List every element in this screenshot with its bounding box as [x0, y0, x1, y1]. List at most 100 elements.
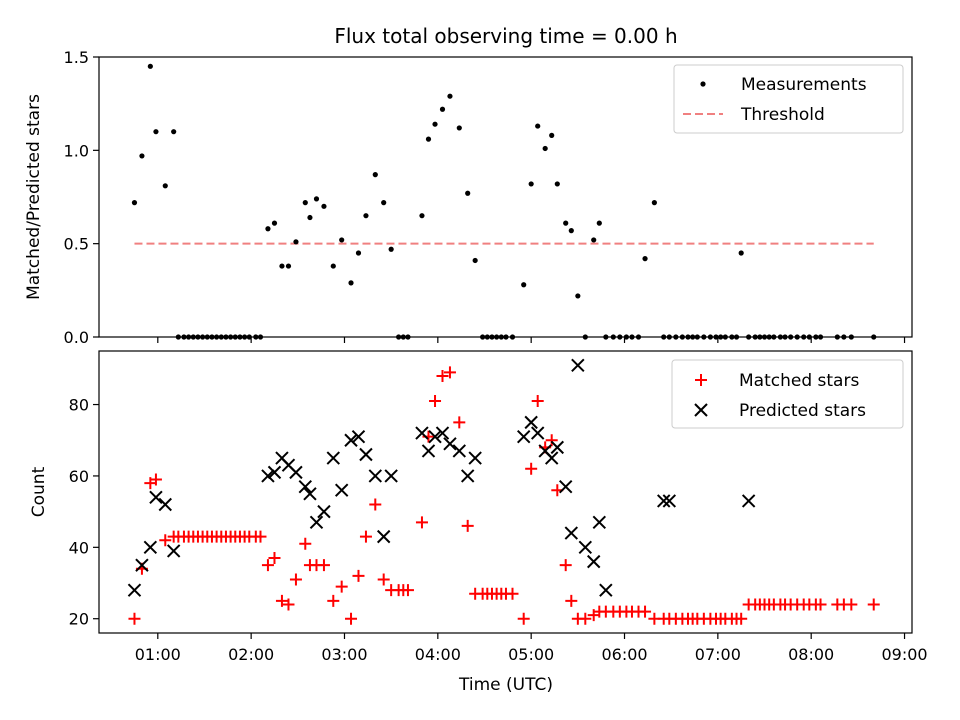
- predicted-star-point: [592, 515, 607, 530]
- measurement-point: [554, 181, 560, 187]
- matched-star-point: [525, 462, 538, 475]
- predicted-star-point: [309, 515, 324, 530]
- bottom-legend: Matched stars Predicted stars: [671, 359, 904, 429]
- measurement-point: [307, 214, 313, 221]
- matched-star-point: [565, 594, 578, 607]
- matched-star-point: [639, 605, 652, 618]
- matched-star-point: [401, 584, 414, 597]
- matched-star-point: [282, 598, 295, 611]
- predicted-star-point: [166, 544, 181, 558]
- measurement-point: [596, 220, 602, 226]
- measurement-point: [456, 125, 462, 131]
- predicted-star-point: [376, 529, 391, 544]
- y-tick-label: 0.0: [64, 328, 89, 347]
- top-panel: 0.0 0.5 1.0 1.5 Matched/Predicted stars Mea…: [24, 48, 913, 347]
- y-tick-label: 1.0: [64, 141, 89, 160]
- legend-label-measurements: Measurements: [741, 75, 867, 95]
- predicted-star-point: [368, 469, 382, 483]
- predicted-star-point: [344, 433, 358, 447]
- predicted-star-point: [586, 554, 601, 569]
- predicted-star-point: [530, 426, 545, 440]
- legend-dot-marker: [700, 81, 706, 87]
- measurement-point: [642, 256, 648, 262]
- measurement-point: [542, 145, 548, 152]
- legend-label-threshold: Threshold: [740, 105, 825, 125]
- chart-title: Flux total observing time = 0.00 h: [334, 24, 677, 48]
- x-tick-label: 09:00: [881, 645, 927, 664]
- bottom-y-axis-label: Count: [29, 466, 49, 517]
- y-tick-label: 1.5: [64, 48, 89, 67]
- legend-label-matched: Matched stars: [739, 371, 859, 391]
- matched-star-point: [517, 612, 530, 625]
- bottom-legend-box: [671, 359, 904, 429]
- measurement-point: [279, 263, 285, 269]
- predicted-star-point: [415, 426, 429, 440]
- matched-star-point: [814, 598, 827, 611]
- top-legend: Measurements Threshold: [673, 64, 904, 134]
- predicted-star-point: [421, 444, 436, 458]
- measurement-point: [348, 280, 354, 286]
- y-tick-label: 60: [69, 467, 89, 486]
- matched-star-point: [149, 473, 162, 486]
- predicted-star-point: [351, 429, 366, 444]
- measurement-point: [381, 200, 387, 206]
- predicted-star-point: [326, 451, 340, 465]
- measurement-point: [388, 246, 394, 252]
- measurement-point: [162, 183, 168, 189]
- matched-star-point: [345, 612, 358, 625]
- predicted-star-point: [443, 437, 457, 451]
- matched-star-point: [327, 594, 340, 607]
- matched-star-point: [559, 559, 572, 572]
- x-tick-label: 01:00: [135, 645, 181, 664]
- measurement-point: [265, 226, 271, 232]
- measurement-point: [575, 293, 581, 299]
- x-tick-label: 07:00: [695, 645, 741, 664]
- predicted-star-point: [135, 558, 149, 572]
- measurement-point: [425, 136, 432, 142]
- y-tick-label: 40: [69, 538, 89, 557]
- matched-star-point: [335, 580, 348, 593]
- measurement-point: [528, 181, 534, 187]
- measurement-point: [738, 250, 744, 256]
- predicted-star-point: [571, 358, 585, 372]
- predicted-star-point: [452, 444, 467, 458]
- measurement-point: [568, 228, 574, 234]
- predicted-star-point: [334, 483, 349, 497]
- x-tick-label: 08:00: [788, 645, 834, 664]
- bottom-axes: 20 40 60 80 01:00 02:00 03:00 04:00 05:00 06:00 07…: [69, 396, 928, 664]
- predicted-star-point: [741, 494, 756, 508]
- measurement-point: [363, 213, 369, 219]
- predicted-star-point: [435, 426, 450, 440]
- measurement-point: [447, 93, 453, 99]
- top-legend-box: [673, 64, 904, 134]
- predicted-star-point: [550, 440, 565, 455]
- predicted-star-point: [516, 429, 531, 444]
- legend-label-predicted: Predicted stars: [739, 401, 866, 421]
- top-axes: 0.0 0.5 1.0 1.5: [64, 48, 906, 347]
- matched-star-point: [261, 559, 274, 572]
- matched-star-point: [359, 530, 372, 543]
- predicted-star-point: [599, 583, 613, 597]
- matched-star-point: [506, 587, 519, 600]
- predicted-star-point: [127, 583, 142, 597]
- measurement-point: [549, 132, 555, 138]
- predicted-star-point: [384, 469, 398, 483]
- predicted-star-point: [317, 504, 331, 519]
- matched-star-point: [369, 498, 382, 511]
- measurement-point: [521, 282, 527, 288]
- predicted-star-point: [468, 451, 482, 465]
- matched-star-point: [352, 569, 365, 582]
- measurement-point: [372, 172, 378, 178]
- measurement-point: [131, 200, 138, 206]
- measurement-point: [465, 190, 471, 196]
- matched-star-point: [845, 598, 858, 611]
- measurement-point: [330, 263, 336, 269]
- matched-star-point: [268, 552, 281, 565]
- predicted-star-point: [143, 540, 158, 555]
- measurement-point: [271, 220, 278, 226]
- matched-star-point: [453, 416, 466, 429]
- top-y-axis-label: Matched/Predicted stars: [24, 94, 44, 300]
- matched-star-point: [289, 573, 302, 586]
- x-tick-label: 03:00: [321, 645, 367, 664]
- top-plot-frame: [98, 56, 913, 338]
